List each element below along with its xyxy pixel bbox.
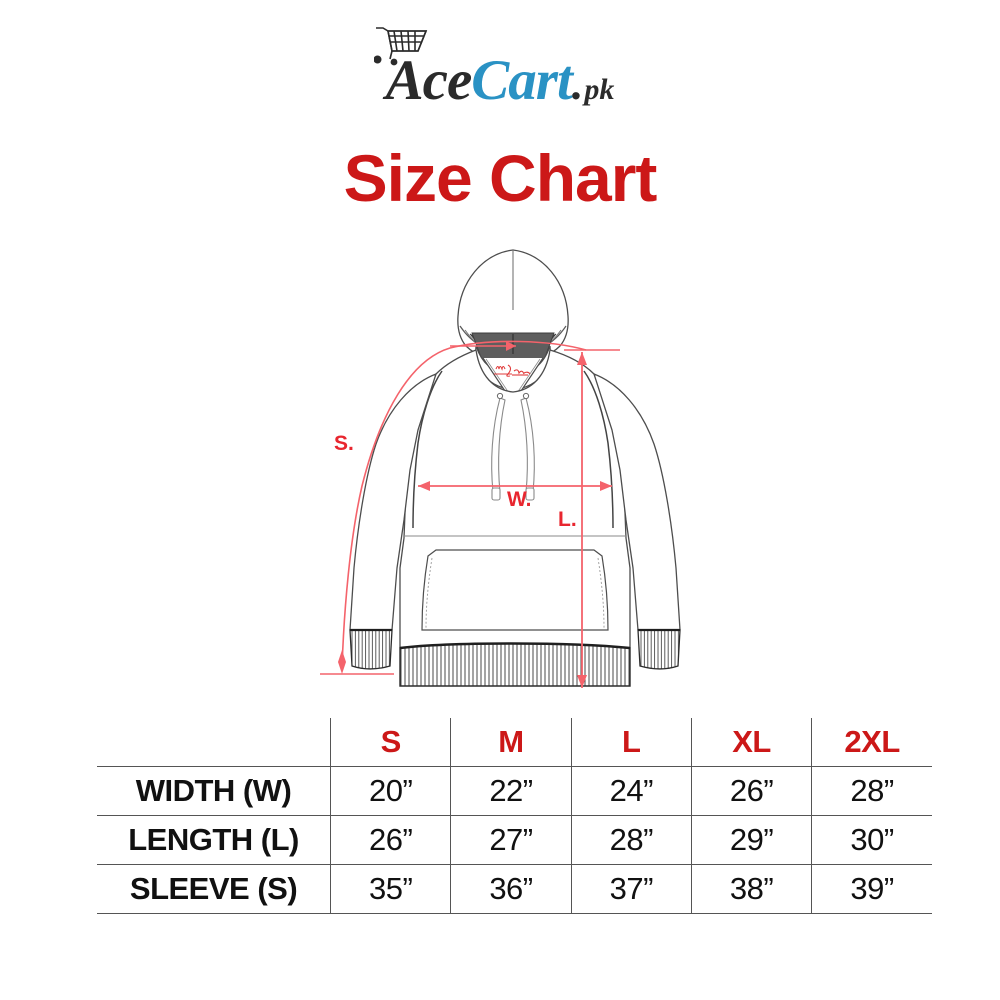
row-label-sleeve: SLEEVE (S) — [97, 864, 331, 914]
size-chart-table: S M L XL 2XL WIDTH (W) 20” 22” 24” 26” 2… — [97, 718, 932, 914]
page-title: Size Chart — [343, 141, 658, 215]
kangaroo-pocket — [421, 549, 609, 631]
length-measure-line — [564, 349, 620, 688]
cuff-left-rib — [349, 629, 393, 670]
table-corner-cell — [97, 718, 331, 767]
row-label-length: LENGTH (L) — [97, 815, 331, 865]
length-arrow-bottom — [577, 675, 587, 688]
cell-sleeve-l: 37” — [570, 864, 692, 914]
sleeve-arrow-head — [338, 650, 346, 674]
cell-sleeve-m: 36” — [450, 864, 572, 914]
bottom-hem-rib — [399, 642, 631, 687]
column-header-s: S — [330, 718, 451, 767]
logo-dot: . — [571, 57, 584, 109]
shopping-cart-icon — [373, 26, 427, 65]
eyelet-left — [496, 392, 504, 400]
row-label-width: WIDTH (W) — [97, 766, 331, 816]
cell-sleeve-2xl: 39” — [811, 864, 932, 914]
cell-sleeve-s: 35” — [330, 864, 451, 914]
hood-pointer — [450, 341, 516, 351]
width-label: W. — [507, 488, 532, 511]
table-row-width: WIDTH (W) 20” 22” 24” 26” 28” — [97, 766, 932, 816]
raglan-seam-right — [583, 370, 614, 529]
column-header-l: L — [570, 718, 692, 767]
cell-length-s: 26” — [330, 815, 451, 865]
hood-arrow-head — [506, 341, 516, 351]
cell-sleeve-xl: 38” — [690, 864, 812, 914]
logo-lockup: Ace Cart . pk — [373, 26, 615, 112]
drawstrings — [491, 397, 535, 501]
logo-text-tld: pk — [584, 72, 615, 106]
hoodie-illustration: S. W. L. — [300, 238, 700, 708]
length-arrow-top — [577, 352, 587, 365]
column-header-m: M — [450, 718, 572, 767]
cuff-right-rib — [637, 629, 681, 670]
width-measure-line — [418, 481, 612, 491]
script-brand-mark — [494, 364, 531, 377]
pocket-stitch-left — [425, 557, 433, 629]
raglan-seam-left — [412, 370, 443, 529]
length-label: L. — [558, 508, 577, 531]
hem-top-edge — [399, 642, 631, 650]
column-header-2xl: 2XL — [811, 718, 932, 767]
brand-logo: Ace Cart . pk — [0, 26, 1000, 116]
logo-text-ace: Ace — [385, 48, 473, 112]
width-arrow-left — [418, 481, 430, 491]
cell-width-2xl: 28” — [811, 766, 932, 816]
column-header-xl: XL — [690, 718, 812, 767]
cell-length-m: 27” — [450, 815, 572, 865]
logo-text-cart: Cart — [471, 48, 573, 112]
cell-width-m: 22” — [450, 766, 572, 816]
cell-width-s: 20” — [330, 766, 451, 816]
width-arrow-right — [600, 481, 612, 491]
cell-width-xl: 26” — [690, 766, 812, 816]
eyelet-right — [522, 392, 530, 400]
cell-length-xl: 29” — [690, 815, 812, 865]
measurement-overlay — [320, 340, 620, 688]
cell-width-l: 24” — [570, 766, 692, 816]
cell-length-2xl: 30” — [811, 815, 932, 865]
table-row-length: LENGTH (L) 26” 27” 28” 29” 30” — [97, 815, 932, 865]
table-header-row: S M L XL 2XL — [97, 718, 932, 767]
pocket-stitch-right — [597, 557, 605, 629]
table-row-sleeve: SLEEVE (S) 35” 36” 37” 38” 39” — [97, 864, 932, 914]
cell-length-l: 28” — [570, 815, 692, 865]
sleeve-label: S. — [334, 432, 354, 455]
sleeve-measure-line — [320, 340, 587, 675]
